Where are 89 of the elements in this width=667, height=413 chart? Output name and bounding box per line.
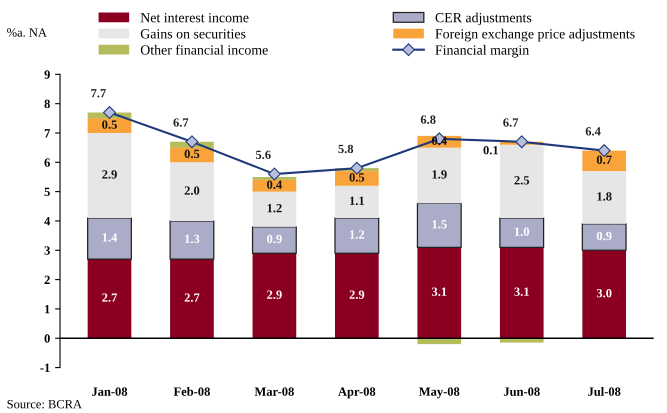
data-label: 0.5: [184, 150, 200, 158]
data-label: 2.7: [184, 293, 200, 302]
data-label: 6.4: [586, 127, 601, 136]
y-tick-label: 2: [44, 276, 50, 284]
data-label: 2.9: [267, 290, 282, 299]
point: [268, 168, 281, 180]
data-label: 2.9: [102, 170, 117, 179]
x-tick-label: Mar-08: [254, 387, 294, 396]
bar: [416, 202, 462, 248]
y-tick-label: 5: [44, 188, 50, 196]
bar: [500, 247, 544, 338]
data-label: 1.9: [432, 170, 447, 179]
bar: [252, 226, 297, 254]
bar: [334, 217, 380, 254]
bar: [582, 223, 627, 251]
legend-label: Gains on securities: [140, 29, 246, 39]
data-label: 5.8: [338, 144, 354, 154]
data-label: 1.2: [350, 230, 364, 239]
bar: [88, 132, 132, 218]
data-label: 2.9: [350, 290, 364, 299]
bar: [417, 148, 462, 204]
x-tick-label: Feb-08: [174, 387, 210, 396]
x-tick-label: Jan-08: [92, 387, 128, 396]
legend-label: CER adjustments: [436, 12, 532, 26]
data-label: 7.7: [91, 89, 106, 98]
legend-label: Net interest income: [140, 13, 249, 22]
bar: [334, 186, 379, 218]
data-label: 0.9: [596, 232, 612, 240]
data-label: 3.0: [596, 288, 612, 298]
data-label: 1.0: [514, 227, 530, 236]
data-label: 3.1: [432, 288, 446, 296]
data-label: 1.2: [268, 204, 282, 212]
data-label: 0.5: [350, 173, 364, 182]
data-label: 5.6: [256, 150, 271, 160]
legend-label: Other financial income: [140, 44, 268, 55]
bar: [334, 253, 379, 338]
data-label: 6.8: [420, 115, 436, 124]
x-tick-label: Jun-08: [504, 387, 540, 396]
bar: [582, 171, 626, 224]
x-tick-label: Apr-08: [338, 387, 376, 398]
data-label: 3.1: [514, 288, 529, 296]
x-tick-label: May-08: [419, 387, 460, 398]
data-label: 1.1: [350, 196, 364, 206]
data-label: 2.7: [102, 293, 118, 302]
bar: [170, 148, 214, 162]
y-tick-label: 4: [44, 217, 50, 226]
point: [515, 135, 528, 148]
y-tick-label: -1: [40, 364, 50, 372]
x-tick-label: Jul-08: [588, 387, 620, 396]
data-label: 2.5: [514, 176, 530, 185]
bar: [252, 192, 296, 227]
bar: [169, 220, 214, 260]
y-tick-label: 3: [44, 246, 50, 255]
data-label: 1.4: [102, 233, 118, 242]
data-label: 0.7: [596, 156, 612, 164]
data-label: 1.3: [185, 234, 200, 244]
legend-label: Foreign exchange price adjustments: [435, 28, 635, 42]
data-label: 1.5: [432, 220, 447, 229]
data-label: 0.1: [484, 146, 498, 154]
y-tick-label: 0: [44, 334, 50, 343]
bar: [88, 118, 132, 133]
data-label: 1.8: [597, 192, 612, 201]
bar: [334, 171, 379, 186]
data-label: 0.5: [102, 120, 117, 129]
bar: [582, 250, 626, 338]
data-label: 6.7: [503, 118, 518, 127]
point: [103, 106, 116, 119]
y-tick-label: 8: [44, 100, 50, 108]
y-tick-label: 6: [44, 158, 50, 167]
data-label: 0.4: [267, 180, 282, 189]
bar: [170, 259, 214, 338]
bar: [500, 144, 544, 218]
bar: [252, 253, 296, 338]
y-tick-label: 9: [44, 70, 50, 79]
y-tick-label: 1: [45, 305, 50, 314]
data-label: 0.4: [432, 136, 447, 145]
point: [186, 135, 198, 148]
data-label: 0.9: [267, 234, 282, 244]
bar: [88, 259, 132, 338]
bar: [499, 217, 544, 248]
bar: [170, 162, 214, 221]
y-tick-label: 7: [44, 129, 50, 138]
y-axis-title: %a. NA: [7, 28, 47, 37]
data-label: 6.7: [173, 118, 188, 127]
data-label: 2.0: [184, 186, 200, 195]
source-note: Source: BCRA: [8, 400, 82, 408]
bar: [417, 247, 462, 338]
bar: [87, 217, 132, 260]
legend-label: Financial margin: [435, 44, 529, 58]
